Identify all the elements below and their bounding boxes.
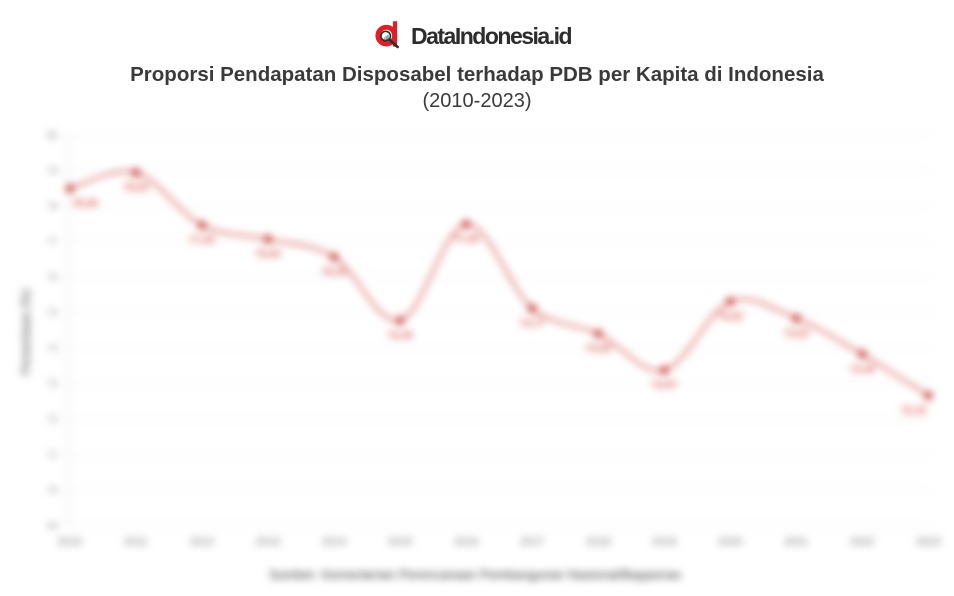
svg-text:78,49: 78,49	[72, 199, 97, 210]
svg-text:72,97: 72,97	[652, 380, 677, 391]
svg-text:77,30: 77,30	[454, 234, 479, 245]
svg-text:75,02: 75,02	[718, 312, 743, 323]
svg-text:76,41: 76,41	[322, 267, 347, 278]
svg-text:77: 77	[47, 237, 59, 248]
svg-text:77,35: 77,35	[189, 235, 214, 246]
svg-text:79: 79	[47, 166, 59, 177]
svg-text:75: 75	[47, 308, 59, 319]
svg-text:72: 72	[47, 415, 59, 426]
svg-text:2013: 2013	[256, 536, 280, 548]
svg-text:74,00: 74,00	[586, 344, 611, 355]
svg-text:2011: 2011	[124, 536, 148, 548]
svg-text:2022: 2022	[850, 536, 874, 548]
svg-text:Persentase (%): Persentase (%)	[19, 289, 33, 375]
svg-text:73,45: 73,45	[850, 364, 875, 375]
svg-text:2015: 2015	[388, 536, 412, 548]
svg-text:78,94: 78,94	[123, 183, 148, 194]
svg-text:74,77: 74,77	[520, 318, 545, 329]
svg-text:80: 80	[47, 131, 59, 142]
svg-text:2016: 2016	[454, 536, 478, 548]
svg-text:74,52: 74,52	[784, 328, 809, 339]
svg-text:2021: 2021	[784, 536, 808, 548]
svg-text:72,19: 72,19	[901, 406, 926, 417]
svg-text:2020: 2020	[718, 536, 742, 548]
svg-text:69: 69	[47, 521, 59, 532]
svg-text:78: 78	[47, 202, 59, 213]
svg-text:74,49: 74,49	[388, 331, 413, 342]
svg-text:2017: 2017	[520, 536, 544, 548]
svg-text:71: 71	[47, 450, 59, 461]
svg-text:76,94: 76,94	[255, 249, 280, 260]
svg-text:2023: 2023	[916, 536, 940, 548]
svg-text:Sumber: Kementerian Perencanaa: Sumber: Kementerian Perencanaan Pembangu…	[269, 567, 681, 582]
svg-text:76: 76	[47, 273, 59, 284]
svg-text:2014: 2014	[322, 536, 346, 548]
svg-text:2018: 2018	[586, 536, 610, 548]
svg-text:2010: 2010	[58, 536, 82, 548]
svg-text:70: 70	[47, 486, 59, 497]
svg-text:74: 74	[47, 344, 59, 355]
svg-text:73: 73	[47, 379, 59, 390]
svg-text:2012: 2012	[190, 536, 214, 548]
svg-text:2019: 2019	[652, 536, 676, 548]
